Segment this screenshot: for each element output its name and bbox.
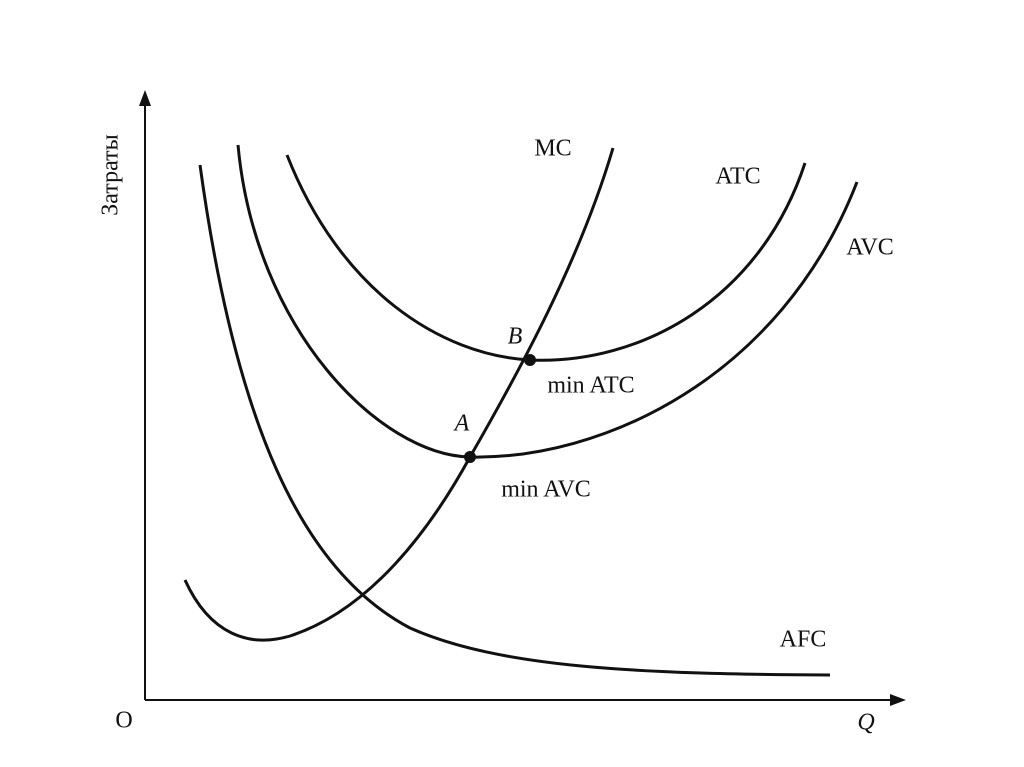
point-b [524, 354, 536, 366]
point-a [464, 451, 476, 463]
x-axis-arrow [890, 694, 906, 706]
curve-label: ATC [715, 164, 760, 190]
point-caption: min AVC [501, 477, 591, 503]
point-label: A [453, 411, 470, 437]
mc-curve [183, 147, 615, 642]
point-caption: min ATC [547, 373, 634, 399]
y-axis-arrow [139, 90, 151, 106]
origin-label: O [115, 708, 132, 734]
afc-curve [198, 164, 831, 677]
y-axis-label: Затраты [98, 134, 124, 215]
x-axis-label: Q [857, 710, 874, 736]
curve-label: AVC [846, 235, 894, 261]
curve-label: AFC [780, 627, 827, 653]
point-label: B [508, 324, 523, 350]
curve-label: MC [534, 136, 571, 162]
